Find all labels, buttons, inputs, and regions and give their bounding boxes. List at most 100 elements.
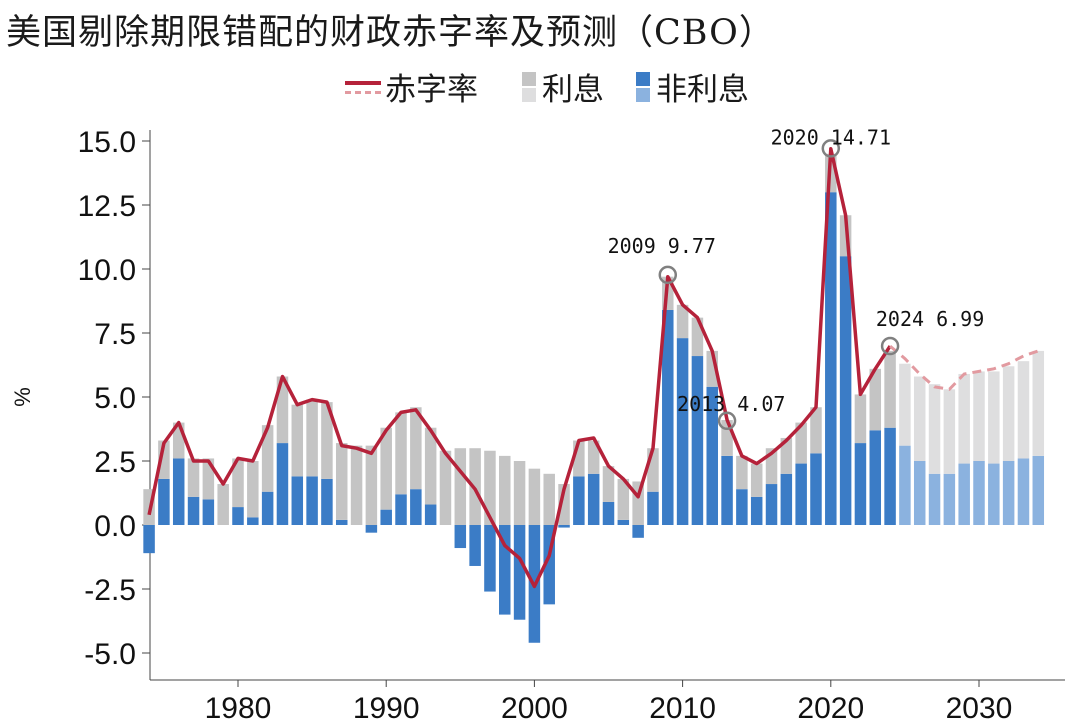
bar-interest [854, 394, 867, 444]
bar-interest [913, 376, 926, 461]
bar-interest [365, 445, 378, 525]
bar-noninterest [943, 473, 956, 525]
bar-noninterest [232, 507, 244, 525]
bar-noninterest [335, 519, 348, 525]
bar-noninterest [454, 525, 467, 549]
bar-noninterest [839, 256, 852, 525]
bar-interest [306, 399, 318, 477]
legend-noninterest-swatch [636, 71, 650, 102]
bar-interest [647, 448, 659, 492]
bar-noninterest [1002, 461, 1015, 525]
bar-interest [395, 412, 407, 495]
bar-noninterest [424, 504, 437, 525]
bar-noninterest [276, 443, 289, 525]
bar-interest [632, 481, 644, 525]
deficit-line [147, 146, 892, 589]
bar-interest [899, 363, 911, 446]
y-tick-label: -5.0 [84, 638, 136, 671]
x-tick-label: 1980 [205, 692, 272, 725]
x-tick-label: 2020 [797, 692, 864, 725]
bar-interest [558, 484, 570, 525]
bar-noninterest [380, 509, 392, 525]
bar-noninterest [395, 494, 407, 525]
bar-interest [795, 422, 807, 464]
bar-interest [869, 368, 882, 431]
bar-interest [1002, 366, 1015, 461]
bar-noninterest [202, 499, 215, 525]
annotation-marker [717, 411, 737, 431]
bar-noninterest [306, 476, 318, 525]
bar-noninterest [558, 525, 570, 528]
annotation-label: 2024 6.99 [876, 307, 984, 331]
bar-noninterest [321, 478, 333, 525]
bar-noninterest [617, 519, 630, 525]
bar-interest [499, 455, 511, 525]
bar-noninterest [365, 525, 378, 533]
bar-noninterest [780, 473, 793, 525]
bar-noninterest [676, 338, 689, 525]
bar-noninterest [513, 525, 526, 620]
bar-noninterest [869, 430, 882, 525]
y-tick-label: 12.5 [78, 190, 136, 223]
bar-noninterest [721, 455, 733, 525]
bar-noninterest [647, 491, 659, 525]
bar-noninterest [750, 496, 763, 525]
legend-line-swatch [345, 73, 381, 101]
y-tick-label: 15.0 [78, 126, 136, 159]
annotation-marker [880, 336, 900, 356]
bar-noninterest [736, 489, 748, 525]
bar-noninterest [158, 478, 170, 525]
bar-noninterest [499, 525, 511, 615]
bar-interest [410, 407, 422, 490]
bar-noninterest [913, 461, 926, 525]
legend-item-interest: 利息 [522, 64, 604, 109]
bar-noninterest [662, 309, 674, 525]
bar-noninterest [143, 525, 155, 554]
bar-noninterest [973, 461, 985, 525]
bar-noninterest [958, 463, 970, 525]
bar-interest [988, 371, 1000, 464]
bar-interest [321, 402, 333, 479]
bar-noninterest [854, 443, 867, 525]
bar-noninterest [884, 427, 896, 525]
y-tick-label: 5.0 [94, 382, 136, 415]
bar-noninterest [825, 192, 837, 525]
bar-noninterest [928, 473, 941, 525]
bar-interest [691, 317, 704, 357]
bar-interest [232, 458, 244, 508]
legend-label-interest: 利息 [542, 72, 604, 108]
bar-noninterest [706, 386, 718, 525]
bar-interest [543, 473, 555, 525]
bar-noninterest [810, 453, 822, 525]
bar-interest [676, 304, 689, 339]
y-tick-label: 7.5 [94, 318, 136, 351]
y-tick-label: 0.0 [94, 510, 136, 543]
bar-interest [454, 448, 467, 525]
legend-label-noninterest: 非利息 [656, 72, 749, 108]
bar-interest [528, 468, 541, 525]
annotation-label: 2013 4.07 [677, 392, 785, 416]
bar-interest [721, 420, 733, 456]
bar-interest [484, 450, 496, 525]
bar-interest [973, 371, 985, 461]
bar-noninterest [899, 445, 911, 525]
x-tick-label: 2030 [946, 692, 1013, 725]
legend-label-deficit: 赤字率 [385, 72, 478, 108]
bar-noninterest [469, 525, 481, 566]
legend-item-deficit: 赤字率 [345, 64, 478, 109]
bar-noninterest [1032, 455, 1045, 525]
bar-interest [202, 458, 215, 500]
y-tick-label: 2.5 [94, 446, 136, 479]
bar-interest [780, 437, 793, 474]
bar-noninterest [602, 501, 615, 525]
bar-interest [958, 373, 970, 464]
annotation-label: 2020 14.71 [771, 125, 891, 149]
bar-noninterest [187, 496, 200, 525]
x-tick-label: 2000 [501, 692, 568, 725]
y-axis-label: % [10, 387, 35, 407]
bar-interest [439, 450, 452, 525]
y-tick-label: 10.0 [78, 254, 136, 287]
bar-interest [424, 427, 437, 505]
bar-interest [335, 443, 348, 520]
bar-noninterest [291, 476, 304, 525]
